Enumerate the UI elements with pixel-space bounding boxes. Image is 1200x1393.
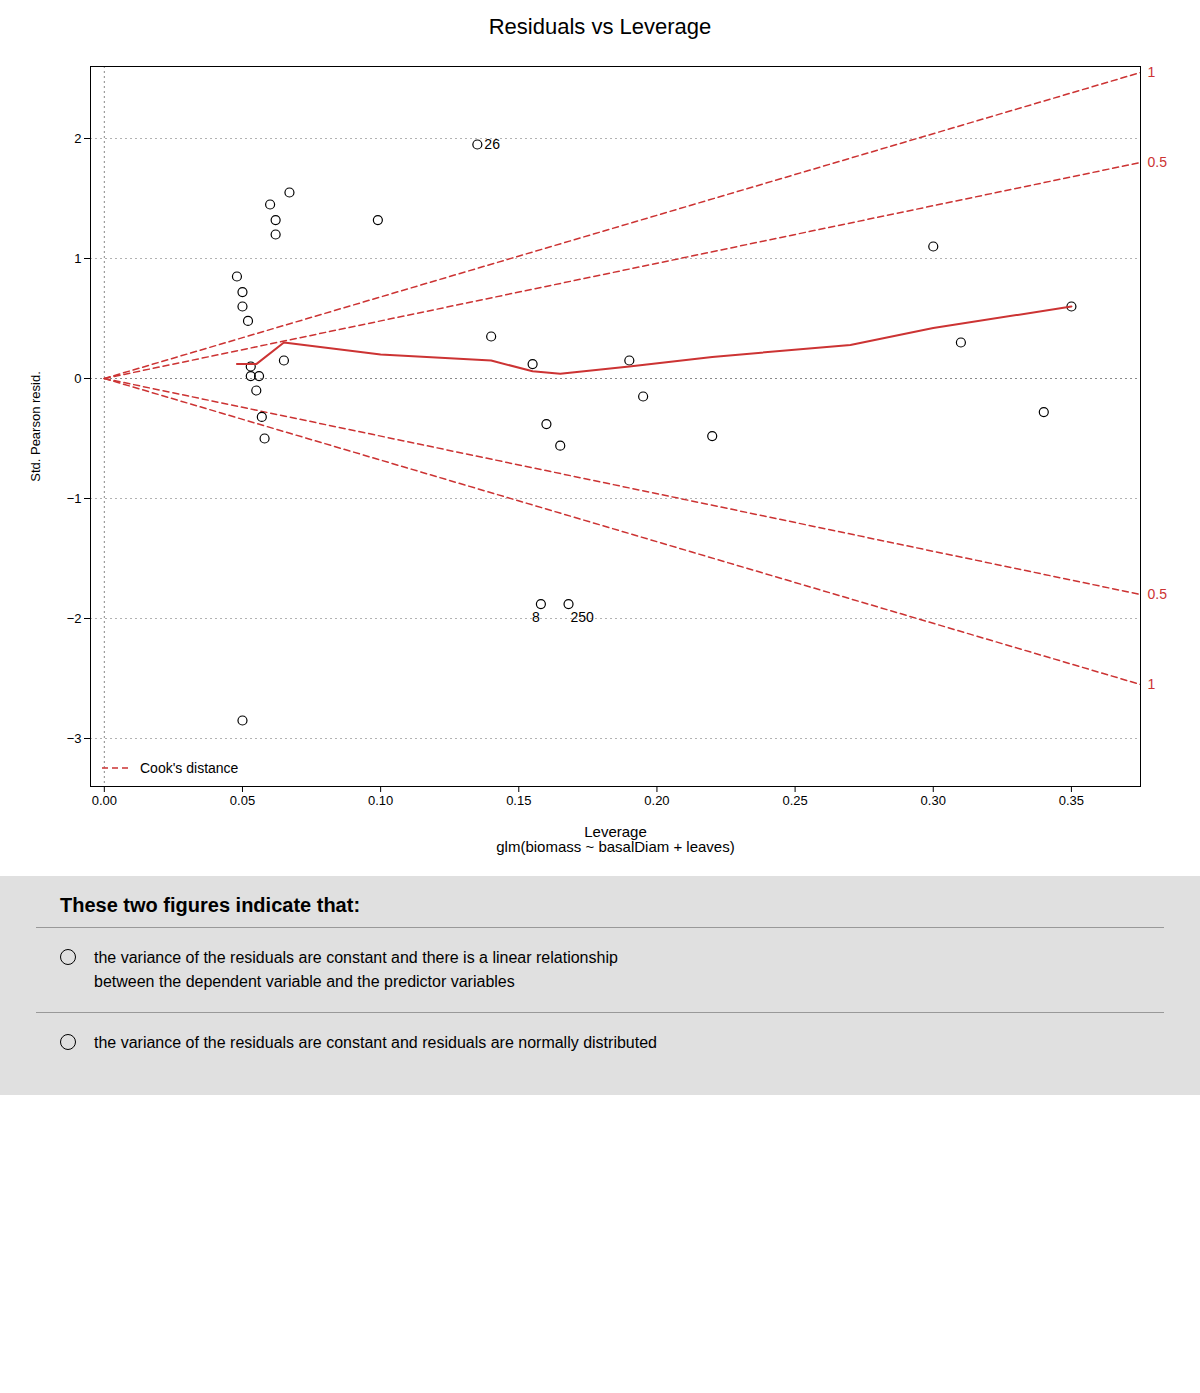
svg-text:−2: −2 [67,611,82,626]
svg-text:250: 250 [571,609,595,625]
svg-text:Std. Pearson resid.: Std. Pearson resid. [28,371,43,482]
svg-text:1: 1 [1148,676,1156,692]
svg-text:1: 1 [1148,64,1156,80]
html-text:Cook's distance: Cook's distance [140,760,239,776]
svg-text:0: 0 [74,371,81,386]
svg-text:26: 26 [484,136,500,152]
svg-text:0.35: 0.35 [1059,793,1084,808]
svg-text:0.10: 0.10 [368,793,393,808]
svg-text:0.30: 0.30 [921,793,946,808]
svg-text:0.20: 0.20 [644,793,669,808]
svg-text:1: 1 [74,251,81,266]
html-text:between the dependent variable: between the dependent variable and the p… [94,973,515,990]
svg-text:0.5: 0.5 [1148,586,1168,602]
html-text:the variance of the residuals: the variance of the residuals are consta… [94,1034,657,1051]
svg-text:8: 8 [532,609,540,625]
svg-text:0.00: 0.00 [92,793,117,808]
svg-text:0.15: 0.15 [506,793,531,808]
svg-text:0.25: 0.25 [782,793,807,808]
svg-text:−1: −1 [67,491,82,506]
svg-text:0.5: 0.5 [1148,154,1168,170]
html-text:the variance of the residuals: the variance of the residuals are consta… [94,949,618,966]
svg-text:Leverageglm(biomass ~ basalDia: Leverageglm(biomass ~ basalDiam + leaves… [496,823,734,855]
svg-text:2: 2 [74,131,81,146]
html-text:Residuals vs Leverage: Residuals vs Leverage [488,14,712,39]
svg-text:0.05: 0.05 [230,793,255,808]
html-text:These two figures indicate tha: These two figures indicate that: [60,894,360,916]
svg-text:−3: −3 [67,731,82,746]
